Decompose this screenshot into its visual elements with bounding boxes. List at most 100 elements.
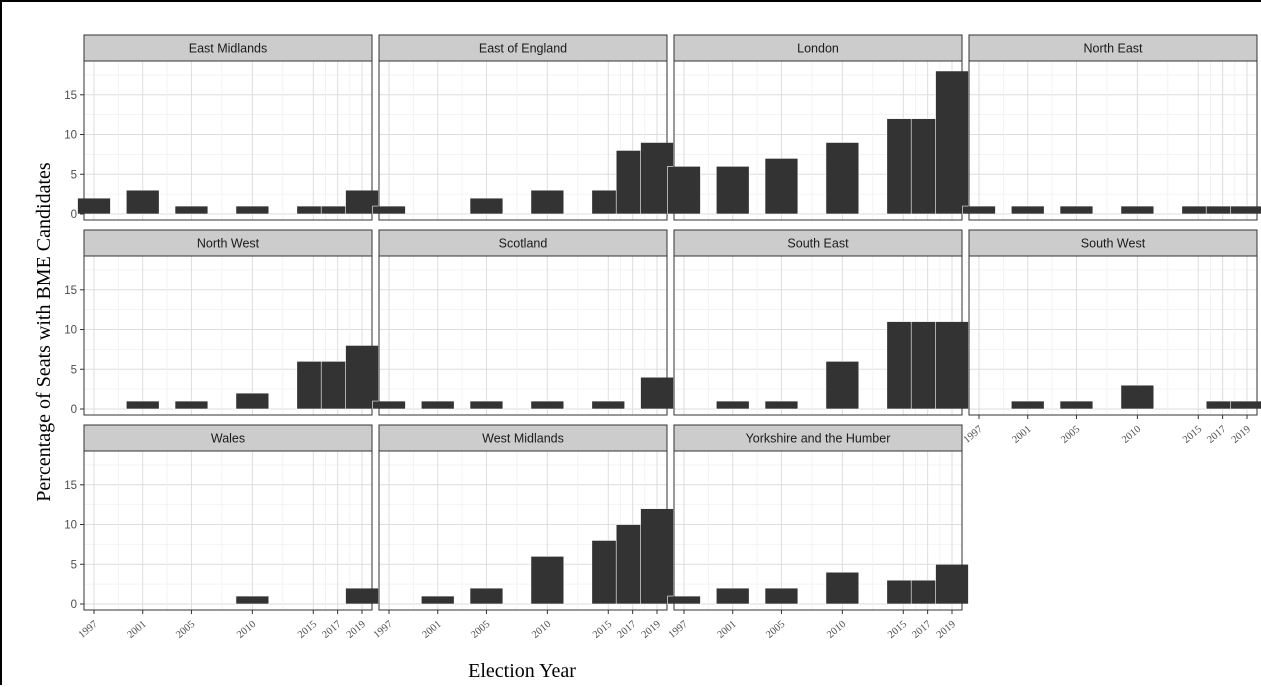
facet-panel-scotland — [379, 256, 667, 415]
bar-north-east-2010 — [1120, 205, 1155, 215]
bar-north-west-2001 — [125, 400, 160, 410]
x-tick-label: 2010 — [1120, 424, 1143, 446]
bar-yorkshire-and-the-humber-2001 — [715, 587, 750, 605]
y-tick-label: 0 — [71, 404, 77, 416]
bar-south-east-2005 — [764, 400, 799, 410]
facet-border-south-west — [968, 255, 1258, 416]
x-tick-label: 2015 — [296, 619, 319, 641]
bar-south-east-2001 — [715, 400, 750, 410]
bar-yorkshire-and-the-humber-1997 — [667, 595, 701, 605]
facet-title-south-east: South East — [787, 237, 849, 251]
bar-south-west-2005 — [1059, 400, 1094, 410]
bar-scotland-2010 — [530, 400, 565, 410]
x-tick-label: 2001 — [1010, 424, 1033, 446]
facet-strip-north-east — [968, 34, 1258, 62]
y-tick-label: 10 — [64, 130, 77, 142]
bar-east-midlands-2010 — [235, 205, 270, 215]
bar-east-midlands-2019 — [345, 189, 379, 215]
x-tick-label: 1997 — [77, 619, 100, 641]
x-tick-label: 2019 — [935, 619, 958, 641]
facet-title-south-west: South West — [1081, 237, 1146, 251]
bar-north-east-2005 — [1059, 205, 1094, 215]
bar-scotland-1997 — [372, 400, 406, 410]
facet-title-london: London — [797, 42, 839, 56]
x-tick-label: 2015 — [886, 619, 909, 641]
bar-wales-2019 — [345, 587, 379, 605]
bar-east-midlands-2001 — [125, 189, 160, 215]
facet-title-east-midlands: East Midlands — [189, 42, 268, 56]
x-tick-label: 2005 — [469, 619, 492, 641]
facet-title-wales: Wales — [211, 432, 245, 446]
y-tick-label: 15 — [64, 480, 77, 492]
bar-london-2019 — [935, 70, 969, 215]
x-axis-title: Election Year — [468, 660, 576, 682]
bar-north-east-1997 — [962, 205, 996, 215]
bar-south-east-2010 — [825, 361, 860, 410]
y-tick-label: 0 — [71, 599, 77, 611]
facet-border-east-of-england — [378, 60, 668, 221]
facet-strip-south-east — [673, 229, 963, 257]
bar-east-midlands-2005 — [174, 205, 209, 215]
facet-title-east-of-england: East of England — [479, 42, 567, 56]
facet-strip-north-west — [83, 229, 373, 257]
facet-border-north-east — [968, 60, 1258, 221]
facet-strip-wales — [83, 424, 373, 452]
x-tick-label: 2019 — [345, 619, 368, 641]
bar-west-midlands-2019 — [640, 508, 674, 605]
facet-panel-north-east — [969, 61, 1257, 220]
x-tick-label: 2019 — [1230, 424, 1253, 446]
facet-strip-west-midlands — [378, 424, 668, 452]
y-tick-label: 10 — [64, 325, 77, 337]
facet-border-yorkshire-and-the-humber — [673, 450, 963, 611]
bar-yorkshire-and-the-humber-2019 — [935, 563, 969, 605]
bar-scotland-2005 — [469, 400, 504, 410]
facet-title-scotland: Scotland — [499, 237, 548, 251]
y-tick-label: 15 — [64, 90, 77, 102]
bar-west-midlands-2005 — [469, 587, 504, 605]
bar-london-2010 — [825, 142, 860, 215]
bar-east-midlands-1997 — [77, 197, 111, 215]
bar-west-midlands-2010 — [530, 556, 565, 605]
x-tick-label: 2001 — [715, 619, 738, 641]
x-tick-label: 2017 — [1205, 424, 1228, 446]
bar-east-of-england-2010 — [530, 189, 565, 215]
x-tick-label: 1997 — [962, 424, 985, 446]
x-tick-label: 2001 — [125, 619, 148, 641]
facet-border-south-east — [673, 255, 963, 416]
facet-strip-east-midlands — [83, 34, 373, 62]
x-tick-label: 2010 — [235, 619, 258, 641]
facet-border-london — [673, 60, 963, 221]
x-tick-label: 2019 — [640, 619, 663, 641]
bar-yorkshire-and-the-humber-2005 — [764, 587, 799, 605]
facet-panel-wales — [84, 451, 372, 610]
facet-border-east-midlands — [83, 60, 373, 221]
bar-north-west-2005 — [174, 400, 209, 410]
facet-panel-south-west — [969, 256, 1257, 415]
x-tick-label: 1997 — [372, 619, 395, 641]
bar-yorkshire-and-the-humber-2010 — [825, 571, 860, 605]
facet-strip-south-west — [968, 229, 1258, 257]
x-tick-label: 2017 — [615, 619, 638, 641]
bar-south-east-2019 — [935, 321, 969, 410]
y-axis-title: Percentage of Seats with BME Candidates — [33, 162, 55, 502]
bar-london-2001 — [715, 166, 750, 215]
bar-south-west-2019 — [1230, 400, 1261, 410]
facet-border-north-west — [83, 255, 373, 416]
x-tick-label: 2017 — [320, 619, 343, 641]
facet-strip-london — [673, 34, 963, 62]
facet-title-yorkshire-and-the-humber: Yorkshire and the Humber — [746, 432, 891, 446]
bar-north-east-2019 — [1230, 205, 1261, 215]
x-tick-label: 2005 — [1059, 424, 1082, 446]
x-tick-label: 2015 — [591, 619, 614, 641]
bar-west-midlands-2001 — [420, 595, 455, 605]
bar-london-2005 — [764, 158, 799, 215]
y-tick-label: 5 — [71, 169, 77, 181]
y-tick-label: 15 — [64, 285, 77, 297]
x-tick-label: 1997 — [667, 619, 690, 641]
bar-north-east-2001 — [1010, 205, 1045, 215]
x-tick-label: 2010 — [530, 619, 553, 641]
facet-title-west-midlands: West Midlands — [482, 432, 564, 446]
bar-east-of-england-2005 — [469, 197, 504, 215]
